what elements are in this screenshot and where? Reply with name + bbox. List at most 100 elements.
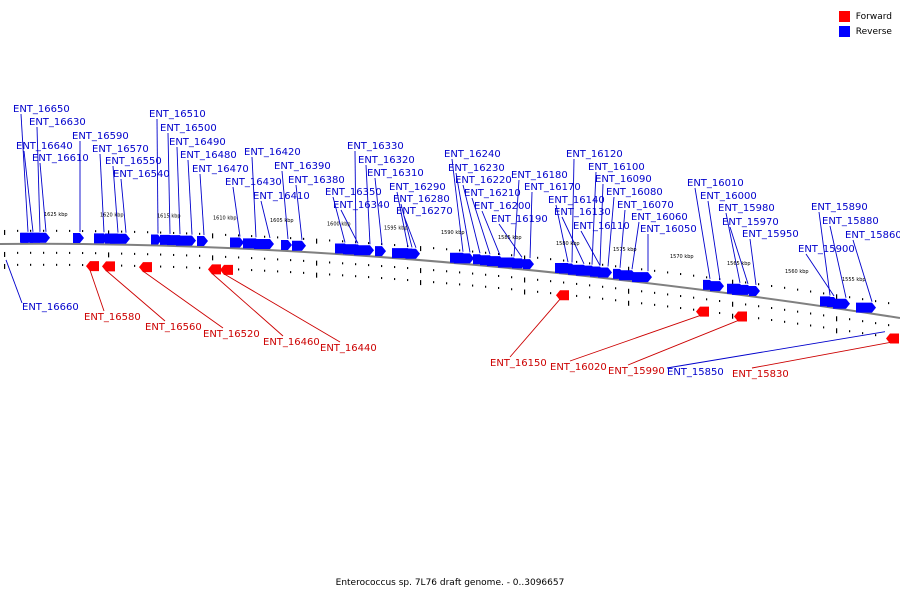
reverse-gene-label[interactable]: ENT_16240 <box>444 149 501 160</box>
reverse-gene-label[interactable]: ENT_16570 <box>92 144 149 155</box>
reverse-gene-label[interactable]: ENT_16660 <box>22 302 79 313</box>
reverse-gene-label[interactable]: ENT_16270 <box>396 206 453 217</box>
reverse-gene-label[interactable]: ENT_16170 <box>524 182 581 193</box>
forward-gene-label[interactable]: ENT_15830 <box>732 369 789 380</box>
reverse-gene-label[interactable]: ENT_16290 <box>389 182 446 193</box>
forward-gene-label[interactable]: ENT_16560 <box>145 322 202 333</box>
reverse-gene-label[interactable]: ENT_15880 <box>822 216 879 227</box>
reverse-gene-arrow[interactable] <box>345 244 362 255</box>
reverse-gene-arrow[interactable] <box>512 258 526 269</box>
reverse-gene-label[interactable]: ENT_16180 <box>511 170 568 181</box>
reverse-gene-arrow[interactable] <box>230 237 244 248</box>
reverse-gene-label[interactable]: ENT_16000 <box>700 191 757 202</box>
reverse-gene-label[interactable]: ENT_15980 <box>718 203 775 214</box>
reverse-gene-label[interactable]: ENT_16280 <box>393 194 450 205</box>
forward-gene-arrow[interactable] <box>696 306 709 317</box>
forward-gene-arrow[interactable] <box>86 261 99 272</box>
reverse-gene-label[interactable]: ENT_16550 <box>105 156 162 167</box>
reverse-gene-arrow[interactable] <box>292 240 306 251</box>
reverse-gene-label[interactable]: ENT_16070 <box>617 200 674 211</box>
reverse-gene-label[interactable]: ENT_16500 <box>160 123 217 134</box>
reverse-gene-label[interactable]: ENT_16110 <box>573 221 630 232</box>
reverse-gene-label[interactable]: ENT_16350 <box>325 187 382 198</box>
reverse-gene-arrow[interactable] <box>73 233 84 244</box>
reverse-gene-label[interactable]: ENT_16410 <box>253 191 310 202</box>
reverse-gene-label[interactable]: ENT_15860 <box>845 230 900 241</box>
reverse-gene-arrow[interactable] <box>710 281 724 292</box>
reverse-gene-label[interactable]: ENT_16200 <box>474 201 531 212</box>
reverse-gene-arrow[interactable] <box>176 235 196 246</box>
reverse-gene-arrow[interactable] <box>281 240 292 251</box>
reverse-gene-arrow[interactable] <box>523 259 534 270</box>
reverse-gene-arrow[interactable] <box>406 248 420 259</box>
reverse-gene-arrow[interactable] <box>619 270 636 281</box>
reverse-gene-label[interactable]: ENT_16210 <box>464 188 521 199</box>
reverse-gene-label[interactable]: ENT_16610 <box>32 153 89 164</box>
reverse-gene-label[interactable]: ENT_16390 <box>274 161 331 172</box>
reverse-gene-arrow[interactable] <box>375 246 386 257</box>
reverse-gene-label[interactable]: ENT_16640 <box>16 141 73 152</box>
forward-gene-label[interactable]: ENT_15990 <box>608 366 665 377</box>
reverse-gene-label[interactable]: ENT_15950 <box>742 229 799 240</box>
reverse-gene-label[interactable]: ENT_16630 <box>29 117 86 128</box>
reverse-gene-label[interactable]: ENT_16190 <box>491 214 548 225</box>
reverse-gene-label[interactable]: ENT_16510 <box>149 109 206 120</box>
forward-gene-label[interactable]: ENT_16150 <box>490 358 547 369</box>
forward-gene-arrow[interactable] <box>208 264 221 275</box>
reverse-gene-arrow[interactable] <box>856 302 876 313</box>
reverse-gene-label[interactable]: ENT_16320 <box>358 155 415 166</box>
reverse-gene-label[interactable]: ENT_16090 <box>595 174 652 185</box>
forward-gene-label[interactable]: ENT_16020 <box>550 362 607 373</box>
reverse-gene-arrow[interactable] <box>590 266 604 277</box>
reverse-gene-arrow[interactable] <box>827 296 838 307</box>
forward-gene-arrow[interactable] <box>734 311 747 322</box>
reverse-gene-label[interactable]: ENT_16470 <box>192 164 249 175</box>
forward-gene-arrow[interactable] <box>139 262 152 273</box>
reverse-gene-label[interactable]: ENT_15850 <box>667 367 724 378</box>
reverse-gene-label[interactable]: ENT_16330 <box>347 141 404 152</box>
reverse-gene-label[interactable]: ENT_16590 <box>72 131 129 142</box>
reverse-gene-label[interactable]: ENT_16060 <box>631 212 688 223</box>
reverse-gene-label[interactable]: ENT_16650 <box>13 104 70 115</box>
reverse-gene-label[interactable]: ENT_16340 <box>333 200 390 211</box>
reverse-gene-label[interactable]: ENT_16100 <box>588 162 645 173</box>
forward-gene-arrow[interactable] <box>886 333 899 344</box>
forward-gene-label[interactable]: ENT_16440 <box>320 343 377 354</box>
reverse-gene-label[interactable]: ENT_16080 <box>606 187 663 198</box>
reverse-gene-arrow[interactable] <box>632 272 652 283</box>
forward-gene-arrow[interactable] <box>556 290 569 301</box>
reverse-gene-arrow[interactable] <box>110 233 130 244</box>
reverse-gene-arrow[interactable] <box>197 236 208 247</box>
reverse-gene-label[interactable]: ENT_16490 <box>169 137 226 148</box>
reverse-gene-arrow[interactable] <box>454 253 474 264</box>
reverse-gene-label[interactable]: ENT_15890 <box>811 202 868 213</box>
reverse-gene-label[interactable]: ENT_16430 <box>225 177 282 188</box>
reverse-gene-label[interactable]: ENT_16120 <box>566 149 623 160</box>
reverse-gene-label[interactable]: ENT_15900 <box>798 244 855 255</box>
reverse-gene-label[interactable]: ENT_16130 <box>554 207 611 218</box>
reverse-gene-label[interactable]: ENT_15970 <box>722 217 779 228</box>
forward-gene-arrow[interactable] <box>102 261 115 272</box>
reverse-gene-label[interactable]: ENT_16230 <box>448 163 505 174</box>
reverse-gene-label[interactable]: ENT_16050 <box>640 224 697 235</box>
forward-gene-label[interactable]: ENT_16460 <box>263 337 320 348</box>
reverse-gene-arrow[interactable] <box>732 284 752 295</box>
forward-gene-label[interactable]: ENT_16580 <box>84 312 141 323</box>
reverse-gene-label[interactable]: ENT_16480 <box>180 150 237 161</box>
reverse-gene-label[interactable]: ENT_16380 <box>288 175 345 186</box>
reverse-gene-label[interactable]: ENT_16420 <box>244 147 301 158</box>
reverse-gene-arrow[interactable] <box>555 263 572 274</box>
forward-gene-label[interactable]: ENT_16520 <box>203 329 260 340</box>
reverse-gene-arrow[interactable] <box>749 285 760 296</box>
reverse-gene-arrow[interactable] <box>568 264 588 275</box>
reverse-gene-arrow[interactable] <box>94 233 108 244</box>
reverse-gene-label[interactable]: ENT_16540 <box>113 169 170 180</box>
reverse-gene-label[interactable]: ENT_16220 <box>455 175 512 186</box>
reverse-gene-label[interactable]: ENT_16140 <box>548 195 605 206</box>
forward-gene-arrow[interactable] <box>220 264 233 275</box>
reverse-gene-arrow[interactable] <box>254 239 274 250</box>
reverse-gene-label[interactable]: ENT_16010 <box>687 178 744 189</box>
reverse-gene-arrow[interactable] <box>151 234 162 245</box>
reverse-gene-arrow[interactable] <box>30 232 50 243</box>
reverse-gene-label[interactable]: ENT_16310 <box>367 168 424 179</box>
